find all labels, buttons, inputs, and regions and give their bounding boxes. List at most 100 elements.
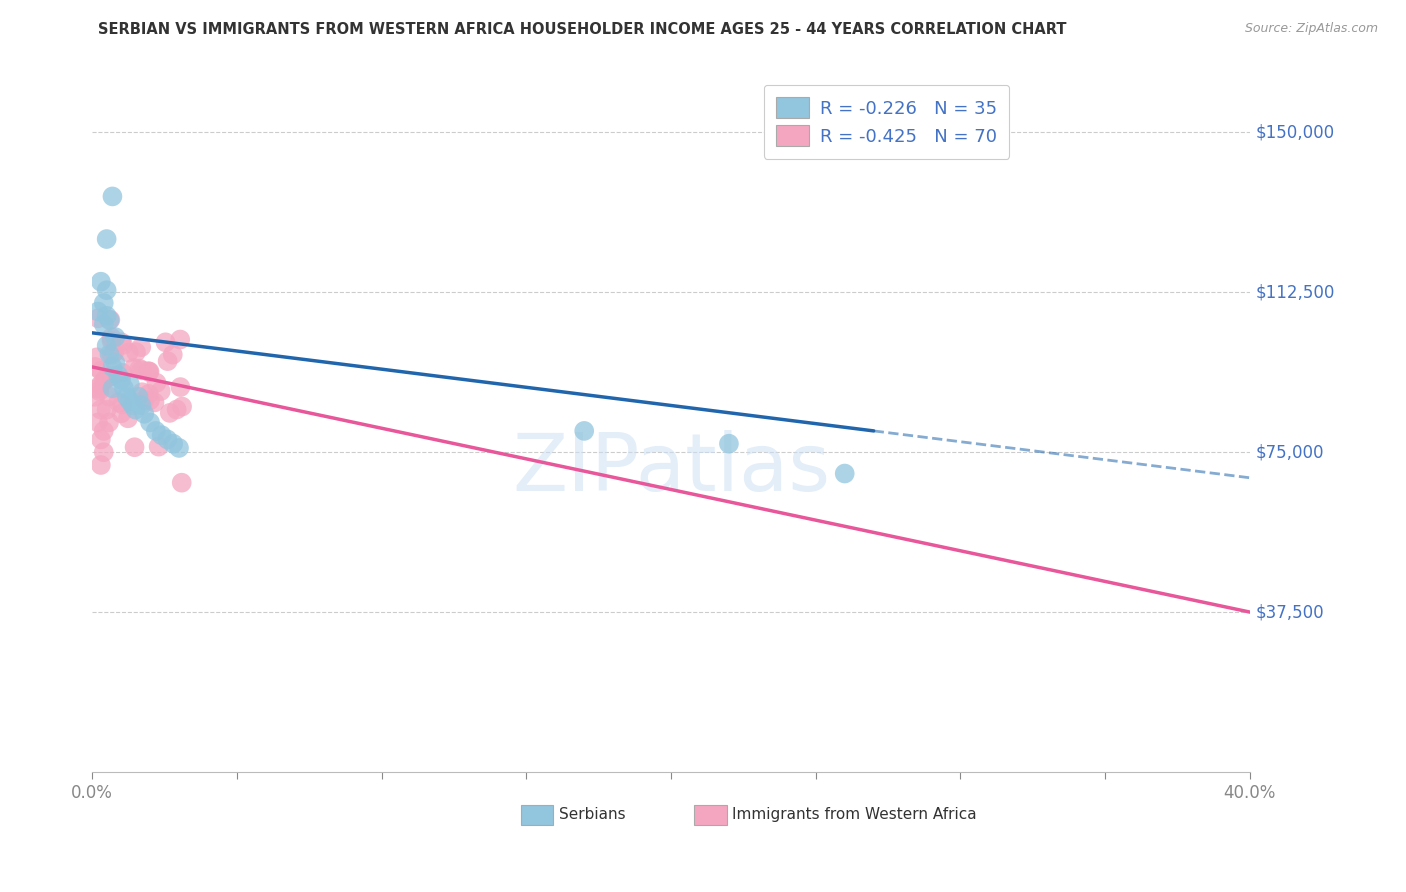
Point: [100, 348, 122, 362]
Point: [93, 296, 115, 310]
Point: [118, 394, 141, 409]
Point: [131, 385, 153, 400]
Point: [149, 384, 172, 398]
Text: SERBIAN VS IMMIGRANTS FROM WESTERN AFRICA HOUSEHOLDER INCOME AGES 25 - 44 YEARS : SERBIAN VS IMMIGRANTS FROM WESTERN AFRIC…: [98, 22, 1067, 37]
Point: [100, 330, 122, 344]
Point: [717, 436, 740, 450]
Point: [94, 371, 117, 385]
Point: [90, 433, 112, 447]
Point: [172, 400, 194, 414]
Text: ZIPatlas: ZIPatlas: [512, 431, 830, 508]
Point: [118, 376, 141, 391]
Point: [115, 390, 138, 404]
Point: [96, 283, 118, 297]
Point: [101, 359, 124, 374]
Text: $112,500: $112,500: [1256, 284, 1336, 301]
Point: [124, 402, 146, 417]
Point: [129, 340, 152, 354]
Point: [169, 333, 191, 347]
Point: [118, 345, 141, 359]
Point: [131, 363, 153, 377]
Point: [100, 334, 122, 348]
Point: [97, 371, 120, 385]
Point: [159, 406, 181, 420]
Point: [84, 359, 107, 374]
Point: [111, 397, 134, 411]
Point: [104, 330, 127, 344]
Point: [167, 441, 190, 455]
Point: [134, 407, 156, 421]
Point: [90, 364, 112, 378]
Point: [169, 380, 191, 394]
Point: [138, 365, 160, 379]
Point: [131, 398, 153, 412]
Point: [98, 415, 121, 429]
Point: [98, 313, 121, 327]
FancyBboxPatch shape: [520, 805, 553, 825]
Point: [87, 304, 110, 318]
Point: [112, 338, 135, 352]
Point: [128, 361, 150, 376]
Point: [117, 411, 139, 425]
Point: [100, 313, 122, 327]
Text: Immigrants from Western Africa: Immigrants from Western Africa: [733, 807, 977, 822]
Point: [93, 424, 115, 438]
Point: [86, 351, 108, 365]
Point: [139, 416, 162, 430]
Point: [125, 345, 148, 359]
Text: $150,000: $150,000: [1256, 123, 1334, 142]
Point: [84, 390, 107, 404]
Point: [834, 467, 856, 481]
Point: [110, 373, 132, 387]
Text: $37,500: $37,500: [1256, 603, 1324, 621]
Point: [101, 368, 124, 383]
Point: [162, 436, 184, 450]
Point: [156, 433, 179, 447]
Point: [156, 354, 179, 368]
Point: [134, 393, 156, 408]
Text: Source: ZipAtlas.com: Source: ZipAtlas.com: [1244, 22, 1378, 36]
Point: [112, 381, 135, 395]
Point: [96, 232, 118, 246]
Point: [574, 424, 596, 438]
Point: [93, 445, 115, 459]
Point: [90, 275, 112, 289]
Legend: R = -0.226   N = 35, R = -0.425   N = 70: R = -0.226 N = 35, R = -0.425 N = 70: [763, 85, 1010, 159]
Point: [98, 347, 121, 361]
Point: [145, 424, 167, 438]
Point: [150, 428, 173, 442]
Point: [96, 309, 118, 323]
Point: [121, 398, 143, 412]
Point: [87, 381, 110, 395]
Point: [101, 381, 124, 395]
Point: [107, 368, 129, 383]
FancyBboxPatch shape: [695, 805, 727, 825]
Point: [155, 335, 177, 350]
Point: [139, 393, 162, 408]
Point: [122, 360, 145, 375]
Point: [93, 374, 115, 388]
Point: [170, 475, 193, 490]
Point: [138, 387, 160, 401]
Point: [93, 318, 115, 332]
Point: [107, 395, 129, 409]
Point: [138, 365, 160, 379]
Point: [124, 440, 146, 454]
Text: Serbians: Serbians: [558, 807, 626, 822]
Point: [148, 440, 170, 454]
Point: [98, 389, 121, 403]
Point: [127, 390, 149, 404]
Point: [111, 366, 134, 380]
Point: [87, 416, 110, 430]
Point: [101, 189, 124, 203]
Point: [96, 402, 118, 417]
Point: [145, 376, 167, 390]
Point: [110, 335, 132, 350]
Point: [166, 402, 188, 417]
Point: [89, 384, 111, 398]
Point: [90, 402, 112, 417]
Point: [90, 458, 112, 472]
Point: [103, 345, 125, 359]
Point: [136, 364, 159, 378]
Point: [87, 311, 110, 326]
